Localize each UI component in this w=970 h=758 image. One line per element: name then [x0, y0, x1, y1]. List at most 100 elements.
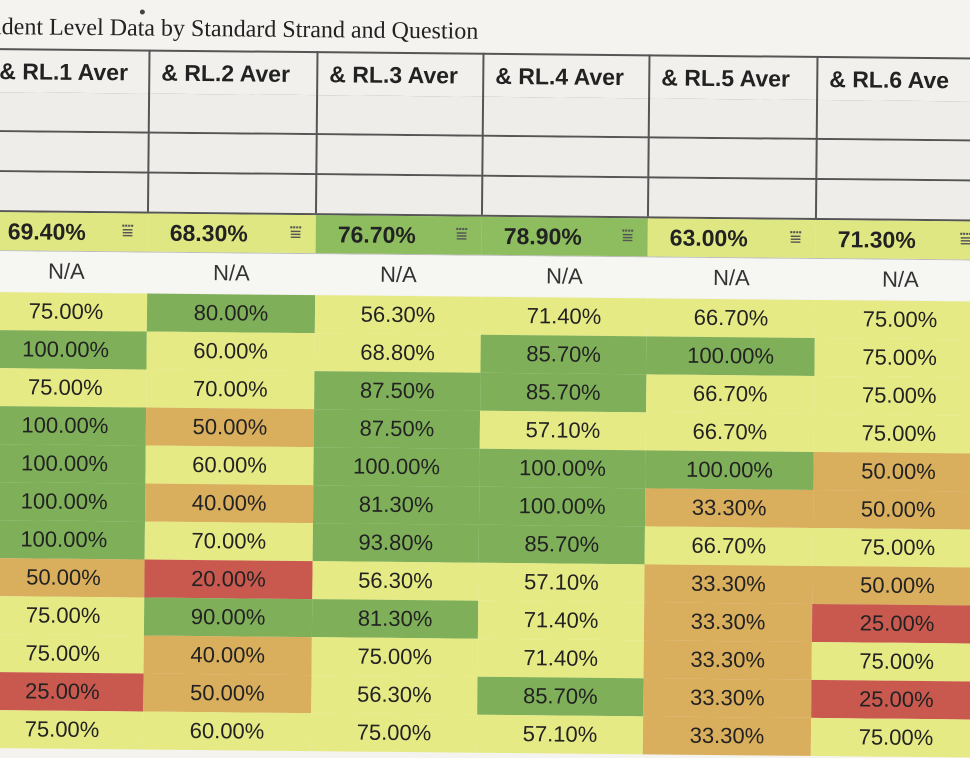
table-cell[interactable]: 50.00% [813, 451, 970, 492]
table-cell[interactable]: 100.00% [313, 447, 480, 487]
table-cell[interactable]: 33.30% [644, 488, 814, 528]
table-cell[interactable]: 81.30% [312, 485, 480, 525]
table-cell[interactable]: 75.00% [0, 367, 147, 408]
table-cell[interactable]: 70.00% [144, 521, 313, 562]
column-header[interactable]: & RL.4 Aver [495, 62, 625, 91]
table-cell[interactable]: 66.70% [644, 526, 813, 566]
table-cell[interactable]: 85.70% [478, 524, 645, 565]
table-cell[interactable]: 50.00% [812, 489, 970, 530]
table-cell[interactable]: 87.50% [314, 371, 481, 411]
table-cell[interactable]: 33.30% [643, 678, 812, 718]
table-cell[interactable]: 57.10% [478, 562, 645, 603]
table-cell[interactable]: 66.70% [645, 412, 815, 452]
average-cell[interactable]: 68.30% ⩸ [147, 213, 316, 254]
table-cell[interactable]: 57.10% [479, 410, 647, 451]
table-cell[interactable]: 33.30% [643, 602, 813, 642]
table-cell[interactable]: 87.50% [313, 409, 481, 449]
table-cell[interactable]: 93.80% [312, 523, 479, 563]
column-header[interactable]: & RL.2 Aver [161, 59, 291, 87]
table-cell[interactable]: 81.30% [311, 599, 479, 639]
na-cell[interactable]: N/A [545, 263, 583, 289]
table-cell[interactable]: 100.00% [645, 450, 814, 490]
average-cell[interactable]: 78.90% ⩸ [481, 216, 648, 257]
table-cell[interactable]: 60.00% [146, 331, 315, 372]
table-cell[interactable]: 75.00% [0, 633, 144, 674]
table-cell[interactable]: 100.00% [0, 405, 147, 446]
table-cell[interactable]: 40.00% [143, 635, 312, 676]
filter-icon[interactable]: ⩸ [121, 220, 134, 243]
table-cell[interactable]: 75.00% [311, 637, 478, 677]
na-cell[interactable]: N/A [712, 264, 750, 291]
table-cell[interactable]: 100.00% [0, 519, 146, 560]
column-header[interactable]: & RL.6 Ave [829, 66, 950, 94]
filter-icon[interactable]: ⩸ [455, 223, 468, 246]
table-cell[interactable]: 25.00% [811, 603, 970, 644]
table-cell[interactable]: 100.00% [479, 448, 646, 489]
table-cell[interactable]: 75.00% [814, 337, 970, 378]
table-cell[interactable]: 70.00% [146, 369, 315, 410]
table-cell[interactable]: 33.30% [642, 716, 812, 756]
average-cell[interactable]: 71.30% ⩸ [815, 219, 970, 260]
table-cell[interactable]: 20.00% [144, 559, 313, 600]
filter-icon[interactable]: ⩸ [289, 221, 302, 245]
table-cell[interactable]: 33.30% [643, 640, 812, 680]
table-cell[interactable]: 71.40% [477, 600, 645, 641]
na-cell[interactable]: N/A [47, 258, 85, 284]
table-cell[interactable]: 66.70% [646, 298, 816, 338]
table-cell[interactable]: 56.30% [312, 561, 479, 601]
table-cell[interactable]: 50.00% [812, 565, 970, 606]
table-cell[interactable]: 75.00% [310, 713, 478, 753]
table-cell[interactable]: 100.00% [478, 486, 646, 527]
table-cell[interactable]: 50.00% [0, 557, 145, 598]
table-cell[interactable]: 100.00% [646, 336, 815, 376]
column-header[interactable]: & RL.1 Aver [0, 58, 129, 86]
table-cell[interactable]: 25.00% [811, 679, 970, 720]
table-cell[interactable]: 75.00% [810, 717, 970, 758]
table-cell[interactable]: 100.00% [0, 481, 146, 522]
column-header[interactable]: & RL.3 Aver [329, 61, 459, 89]
filter-icon[interactable]: ⩸ [789, 226, 802, 249]
table-cell[interactable]: 90.00% [143, 597, 313, 638]
table-cell[interactable]: 66.70% [646, 374, 815, 414]
table-cell[interactable]: 75.00% [0, 291, 148, 332]
table-cell[interactable]: 50.00% [145, 407, 315, 448]
table-cell[interactable]: 57.10% [476, 714, 644, 755]
table-cell[interactable]: 56.30% [314, 295, 482, 335]
table-cell[interactable]: 75.00% [0, 709, 144, 750]
na-cell[interactable]: N/A [881, 266, 919, 292]
table-cell[interactable]: 75.00% [811, 641, 970, 682]
table-cell[interactable]: 60.00% [142, 711, 312, 752]
filter-icon[interactable]: ⩸ [959, 228, 970, 251]
table-cell[interactable]: 85.70% [477, 676, 644, 717]
table-cell[interactable]: 56.30% [311, 675, 478, 715]
na-cell[interactable]: N/A [379, 261, 417, 288]
table-cell[interactable]: 33.30% [644, 564, 813, 604]
table-cell[interactable]: 50.00% [143, 673, 312, 714]
table-cell[interactable]: 85.70% [480, 334, 647, 375]
table-cell[interactable]: 75.00% [814, 299, 970, 340]
table-cell[interactable]: 60.00% [145, 445, 314, 486]
table-cell[interactable]: 100.00% [0, 443, 146, 484]
table-cell[interactable]: 75.00% [0, 595, 145, 636]
average-value: 63.00% [669, 224, 748, 252]
table-cell[interactable]: 25.00% [0, 671, 144, 712]
na-cell[interactable]: N/A [212, 260, 250, 286]
table-cell[interactable]: 75.00% [813, 413, 970, 454]
filter-icon[interactable]: ⩸ [621, 225, 634, 248]
column-header[interactable]: & RL.5 Aver [661, 64, 791, 92]
average-value: 68.30% [169, 219, 248, 247]
table-cell[interactable]: 80.00% [146, 293, 316, 334]
average-cell[interactable]: 69.40% ⩸ [0, 211, 148, 252]
average-cell[interactable]: 76.70% ⩸ [315, 215, 482, 255]
average-value: 76.70% [337, 221, 416, 249]
table-cell[interactable]: 85.70% [480, 372, 647, 413]
table-cell[interactable]: 71.40% [477, 638, 644, 679]
table-cell[interactable]: 68.80% [314, 333, 481, 373]
table-cell[interactable]: 40.00% [145, 483, 314, 524]
average-cell[interactable]: 63.00% ⩸ [647, 218, 816, 258]
table-cell[interactable]: 75.00% [812, 527, 970, 568]
table-cell[interactable]: 71.40% [480, 296, 648, 337]
table-cell[interactable]: 100.00% [0, 329, 147, 370]
table-cell[interactable]: 75.00% [814, 375, 970, 416]
